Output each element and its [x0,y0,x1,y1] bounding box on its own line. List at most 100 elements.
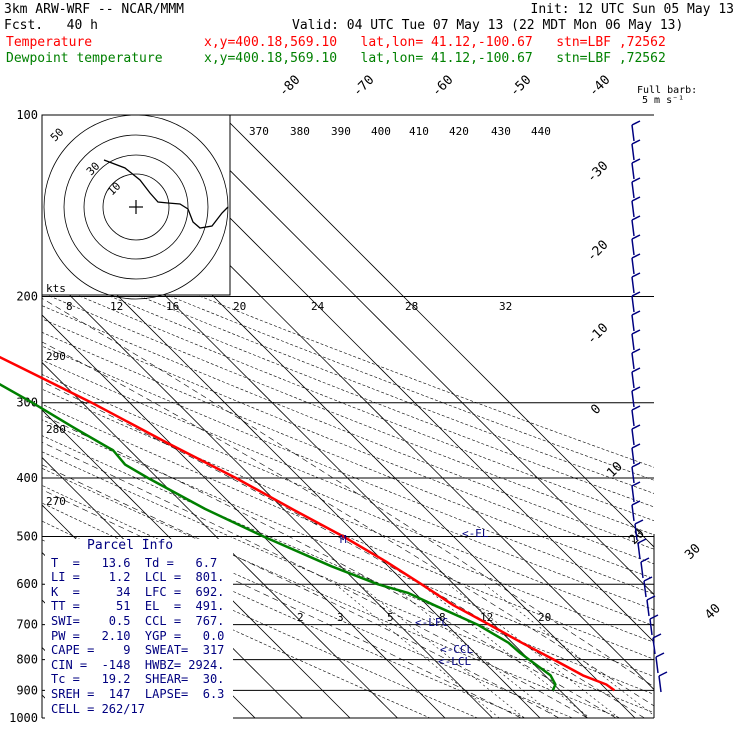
theta-label: 410 [409,125,429,138]
dry-adiabat-line [42,359,654,611]
isotherm-line [42,266,493,718]
hodo-axis-label: 12 [110,300,123,313]
wind-barb [631,238,635,256]
wind-barb-flag [649,614,659,620]
dry-adiabat-line [42,345,654,595]
isotherm-line [79,115,654,691]
wind-barb-flag [631,272,641,278]
parcel-row: CAPE = 9 SWEAT= 317 [51,643,225,658]
dry-adiabat-line [42,539,431,718]
dry-adiabat-line [42,231,654,468]
pressure-label: 800 [16,653,38,667]
wind-barb-flag [634,519,644,525]
wind-barb-flag [631,424,641,430]
wind-barb-flag [631,443,641,449]
left-theta-label: 280 [46,423,66,436]
dry-adiabat-line [42,520,478,718]
dewpoint-info: x,y=400.18,569.10 lat,lon= 41.12,-100.67… [204,51,666,66]
theta-label: 420 [449,125,469,138]
wind-barb [631,162,635,180]
wind-barb [631,504,635,522]
mixing-ratio-label: 8 [439,611,446,624]
wind-barb [649,618,653,636]
hodograph-ring-mid [63,134,209,280]
temperature-line [0,355,616,692]
isotherm-line [126,115,654,643]
model-title: 3km ARW-WRF -- NCAR/MMM [4,2,185,17]
isotherm-line [42,314,446,718]
parcel-row: LI = 1.2 LCL = 801. [51,570,225,585]
parcel-row: SWI= 0.5 CCL = 767. [51,613,225,628]
hodo-axis-label: 28 [405,300,418,313]
wind-barb [646,599,650,617]
right-isotherm-label: 30 [682,541,704,563]
wind-barb [643,580,647,598]
wind-barb [631,219,635,237]
wind-barb-flag [631,405,641,411]
dry-adiabat-line [42,435,654,695]
hodograph-ring-30 [83,154,189,260]
wind-barb [631,485,635,503]
mixing-ratio-line [335,583,500,718]
theta-label: 440 [531,125,551,138]
wind-barb-flag [631,367,641,373]
wind-barb [631,333,635,351]
left-theta-label: 290 [46,350,66,363]
wind-barb-flag [631,386,641,392]
isotherm-line [42,171,588,718]
header: 3km ARW-WRF -- NCAR/MMM Init: 12 UTC Sun… [0,0,740,70]
mixing-ratio-label: 5 [387,611,394,624]
hodograph: 30 10 50 [41,114,231,300]
forecast-hour: Fcst. 40 h [4,18,98,33]
wind-barb-flag [631,234,641,240]
wind-barb-flag [655,652,665,658]
top-isotherm-label: -60 [429,73,456,100]
wind-barb [634,523,638,541]
dry-adiabat-line [42,332,654,580]
wind-barb [631,276,635,294]
dry-adiabat-line [42,419,654,677]
theta-label: 370 [249,125,269,138]
wind-barb [631,124,635,142]
pressure-label: 200 [16,290,38,304]
top-isotherm-label: -70 [350,73,377,100]
valid-time: Valid: 04 UTC Tue 07 May 13 (22 MDT Mon … [292,18,684,33]
dry-adiabat-line [42,305,654,550]
wind-barb [640,561,644,579]
parcel-row: CIN = -148 HWBZ= 2924. [51,657,225,672]
parcel-info-panel: Parcel Info T = 13.6 Td = 6.7 LI = 1.2 L… [45,538,233,719]
hodo-axis-label: 8 [66,300,73,313]
wind-barb [652,637,656,655]
pressure-label: 400 [16,471,38,485]
wind-barb-flag [652,633,662,639]
wind-barb [631,371,635,389]
pressure-label: 700 [16,618,38,632]
hodo-axis-label: 16 [166,300,179,313]
parcel-row: T = 13.6 Td = 6.7 [51,555,218,570]
wind-barb [631,295,635,313]
dry-adiabat-line [42,403,654,660]
right-isotherm-label: -20 [584,238,611,265]
dewpoint-line [0,383,557,691]
wind-barb-flag [631,158,641,164]
wind-barb [631,143,635,161]
theta-label: 430 [491,125,511,138]
wind-barb-flag [631,291,641,297]
wind-barb-flag [631,177,641,183]
lcl-marker: <-LCL [438,655,471,668]
hodo-axis-label: 32 [499,300,512,313]
kts-label: kts [46,282,66,295]
barb-legend-units: 5 m s⁻¹ [642,95,684,106]
hodo-axis-label: 20 [233,300,246,313]
wind-barb [631,257,635,275]
parcel-row: CELL = 262/17 [51,701,145,716]
mixing-ratio-label: 2 [297,611,304,624]
ccl-marker: <-CCL [440,643,473,656]
right-isotherm-label: 0 [588,402,604,418]
dry-adiabat-line [42,267,654,508]
wind-barb [631,466,635,484]
pressure-label: 600 [16,577,38,591]
right-isotherm-label: 40 [702,601,724,623]
wind-barb-flag [631,253,641,259]
